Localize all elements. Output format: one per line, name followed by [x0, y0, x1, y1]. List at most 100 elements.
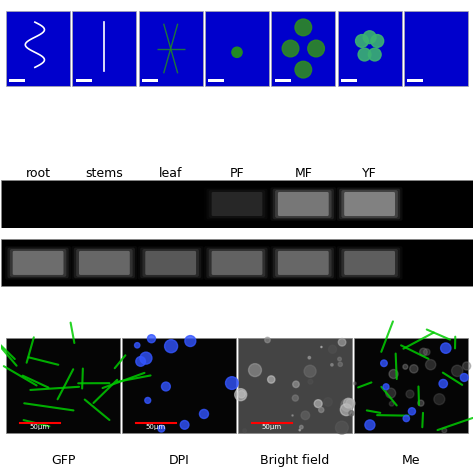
FancyBboxPatch shape	[206, 247, 268, 278]
FancyBboxPatch shape	[339, 189, 400, 219]
FancyBboxPatch shape	[10, 249, 66, 277]
Circle shape	[338, 362, 342, 366]
Circle shape	[365, 420, 375, 430]
FancyBboxPatch shape	[76, 249, 133, 277]
Circle shape	[292, 395, 299, 401]
FancyBboxPatch shape	[337, 187, 402, 221]
Circle shape	[338, 357, 341, 361]
FancyBboxPatch shape	[5, 246, 71, 280]
FancyBboxPatch shape	[8, 247, 69, 278]
Text: stems: stems	[85, 167, 123, 180]
Circle shape	[346, 399, 355, 408]
Circle shape	[389, 401, 394, 406]
Circle shape	[232, 47, 242, 57]
Circle shape	[147, 335, 155, 343]
Circle shape	[460, 374, 468, 382]
Circle shape	[248, 364, 262, 376]
Bar	[208, 79, 224, 82]
FancyBboxPatch shape	[209, 249, 265, 277]
Circle shape	[419, 348, 427, 356]
Circle shape	[321, 346, 322, 347]
Bar	[6, 11, 70, 86]
FancyBboxPatch shape	[270, 187, 336, 221]
Circle shape	[439, 379, 447, 388]
Circle shape	[403, 365, 408, 369]
Circle shape	[371, 35, 383, 47]
Bar	[271, 11, 335, 86]
Circle shape	[162, 382, 170, 391]
FancyBboxPatch shape	[13, 251, 64, 275]
Circle shape	[418, 400, 424, 406]
Bar	[337, 11, 401, 86]
Circle shape	[292, 415, 293, 416]
Circle shape	[358, 48, 371, 61]
Circle shape	[341, 399, 354, 411]
FancyBboxPatch shape	[74, 247, 135, 278]
Polygon shape	[164, 24, 171, 48]
Circle shape	[301, 411, 310, 419]
FancyBboxPatch shape	[339, 247, 400, 278]
Text: 50μm: 50μm	[261, 424, 281, 430]
FancyBboxPatch shape	[278, 251, 328, 275]
Circle shape	[158, 425, 165, 432]
Circle shape	[410, 365, 418, 373]
Circle shape	[441, 343, 451, 353]
FancyBboxPatch shape	[140, 247, 201, 278]
Bar	[9, 79, 25, 82]
Circle shape	[226, 377, 238, 390]
Circle shape	[308, 356, 310, 359]
FancyBboxPatch shape	[278, 192, 328, 216]
Circle shape	[135, 343, 140, 348]
Circle shape	[295, 19, 311, 36]
Bar	[407, 79, 423, 82]
Bar	[274, 79, 291, 82]
Bar	[73, 11, 137, 86]
Text: GFP: GFP	[51, 455, 75, 467]
Circle shape	[300, 425, 303, 429]
Circle shape	[136, 356, 146, 366]
Circle shape	[265, 337, 270, 343]
Circle shape	[268, 376, 275, 383]
Text: 50μm: 50μm	[29, 424, 49, 430]
Text: 50μm: 50μm	[145, 424, 165, 430]
FancyBboxPatch shape	[273, 189, 334, 219]
Circle shape	[304, 365, 316, 377]
FancyBboxPatch shape	[337, 246, 402, 280]
FancyBboxPatch shape	[209, 190, 265, 218]
FancyBboxPatch shape	[211, 251, 263, 275]
Circle shape	[319, 407, 324, 412]
Circle shape	[368, 48, 381, 61]
FancyBboxPatch shape	[275, 249, 331, 277]
Circle shape	[282, 40, 299, 57]
Circle shape	[164, 340, 178, 353]
FancyBboxPatch shape	[138, 246, 204, 280]
FancyBboxPatch shape	[211, 192, 263, 216]
Circle shape	[434, 394, 445, 405]
Circle shape	[293, 381, 299, 388]
Text: MF: MF	[294, 167, 312, 180]
Circle shape	[328, 345, 337, 353]
FancyBboxPatch shape	[204, 246, 270, 280]
Circle shape	[452, 365, 463, 376]
FancyBboxPatch shape	[146, 251, 196, 275]
Bar	[238, 338, 352, 433]
Bar	[1, 239, 473, 286]
Circle shape	[180, 420, 189, 429]
Bar	[354, 338, 468, 433]
Circle shape	[324, 398, 332, 406]
Bar	[122, 338, 236, 433]
Circle shape	[314, 400, 322, 408]
Polygon shape	[171, 24, 178, 48]
Circle shape	[463, 362, 471, 370]
Circle shape	[356, 35, 368, 47]
Bar	[404, 11, 468, 86]
Text: Me: Me	[402, 455, 420, 467]
Bar	[205, 11, 269, 86]
Circle shape	[442, 428, 447, 433]
Circle shape	[409, 408, 416, 415]
Circle shape	[381, 360, 387, 366]
Circle shape	[403, 415, 410, 422]
Text: leaf: leaf	[159, 167, 182, 180]
Text: root: root	[26, 167, 51, 180]
Bar	[139, 11, 203, 86]
